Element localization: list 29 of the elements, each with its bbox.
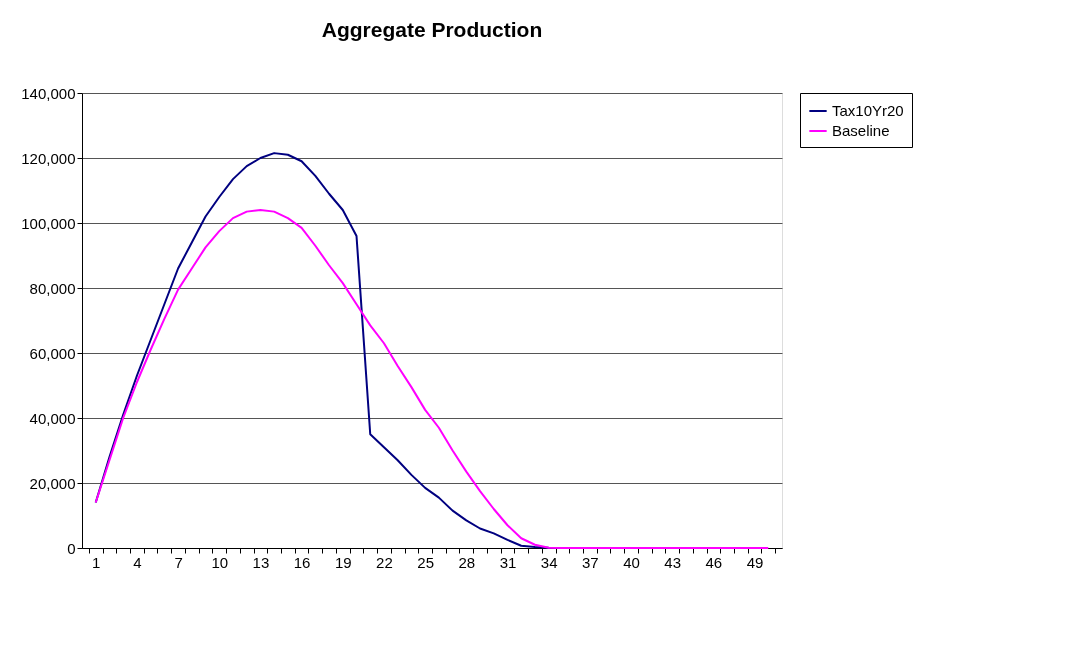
x-tick-label: 31 [499, 553, 517, 571]
x-tick-label: 19 [334, 553, 352, 571]
legend-label: Tax10Yr20 [832, 102, 904, 119]
x-tick-label: 46 [705, 553, 723, 571]
x-tick-label: 22 [376, 553, 393, 571]
y-tick-label: 40,000 [29, 409, 76, 427]
x-tick-label: 7 [174, 553, 183, 571]
x-tick-label: 49 [746, 553, 764, 571]
y-tick-label: 100,000 [21, 214, 76, 232]
x-tick-label: 16 [293, 553, 311, 571]
chart-title: Aggregate Production [321, 18, 543, 41]
y-tick-label: 80,000 [29, 279, 76, 297]
x-tick-label: 34 [540, 553, 558, 571]
line-series [94, 209, 770, 549]
y-tick-label: 140,000 [21, 84, 76, 102]
y-tick-label: 20,000 [29, 474, 76, 492]
x-tick-label: 37 [582, 553, 599, 571]
x-tick-label: 4 [133, 553, 142, 571]
x-tick-label: 40 [623, 553, 640, 571]
x-tick-label: 43 [664, 553, 682, 571]
x-tick-label: 10 [211, 553, 229, 571]
y-tick-label: 60,000 [29, 344, 76, 362]
y-tick-label: 120,000 [21, 149, 76, 167]
y-tick-label: 0 [67, 539, 76, 557]
x-tick-label: 25 [417, 553, 434, 571]
x-tick-label: 1 [92, 553, 101, 571]
x-tick-label: 28 [458, 553, 476, 571]
legend-label: Baseline [832, 122, 890, 139]
x-tick-label: 13 [252, 553, 270, 571]
